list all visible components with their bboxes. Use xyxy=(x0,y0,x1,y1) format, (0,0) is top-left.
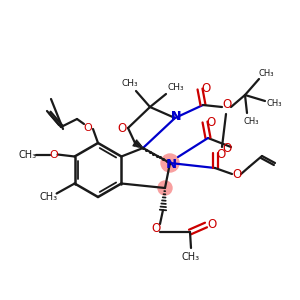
Text: CH₃: CH₃ xyxy=(168,83,184,92)
Text: O: O xyxy=(84,123,92,133)
Circle shape xyxy=(158,181,172,195)
Text: CH₃: CH₃ xyxy=(40,193,58,202)
Text: O: O xyxy=(232,167,242,181)
Text: CH₃: CH₃ xyxy=(122,79,138,88)
Text: CH₃: CH₃ xyxy=(19,149,37,160)
Text: O: O xyxy=(222,142,232,155)
Text: O: O xyxy=(216,148,226,160)
Text: CH₃: CH₃ xyxy=(258,68,274,77)
Text: O: O xyxy=(152,221,160,235)
Text: O: O xyxy=(222,98,232,112)
Text: N: N xyxy=(165,158,177,170)
Text: O: O xyxy=(207,218,217,232)
Text: O: O xyxy=(201,82,211,94)
Text: O: O xyxy=(49,149,58,160)
Text: CH₃: CH₃ xyxy=(182,252,200,262)
Text: O: O xyxy=(206,116,216,128)
Text: CH₃: CH₃ xyxy=(266,98,282,107)
Text: CH₃: CH₃ xyxy=(243,118,259,127)
Circle shape xyxy=(161,154,179,172)
Text: O: O xyxy=(117,122,127,136)
Text: N: N xyxy=(171,110,181,124)
Text: N: N xyxy=(171,110,181,124)
